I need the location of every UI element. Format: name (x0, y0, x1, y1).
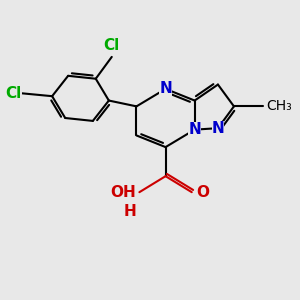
Text: Cl: Cl (5, 86, 22, 101)
Text: H: H (123, 204, 136, 219)
Text: Cl: Cl (103, 38, 120, 52)
Text: CH₃: CH₃ (266, 99, 292, 113)
Text: O: O (196, 185, 209, 200)
Text: N: N (159, 81, 172, 96)
Text: N: N (188, 122, 201, 137)
Text: N: N (212, 121, 224, 136)
Text: OH: OH (110, 185, 136, 200)
